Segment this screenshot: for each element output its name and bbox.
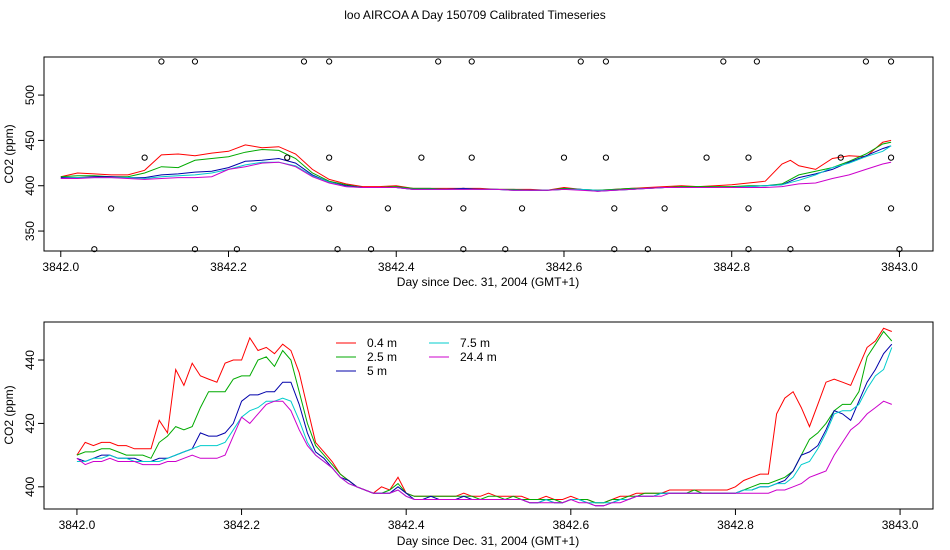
top-marker-point	[468, 154, 475, 161]
top-marker-point	[602, 154, 610, 161]
bottom-x-tick-label: 3842.0	[59, 518, 96, 532]
top-marker-point	[367, 246, 375, 253]
top-marker-point	[745, 246, 752, 253]
figure-title: loo AIRCOA A Day 150709 Calibrated Times…	[344, 8, 605, 22]
top-marker-point	[745, 205, 752, 212]
top-marker-point	[326, 205, 333, 212]
top-marker-point	[191, 58, 199, 65]
top-xlabel: Day since Dec. 31, 2004 (GMT+1)	[397, 275, 579, 289]
top-marker-point	[284, 154, 291, 161]
top-marker-point	[661, 205, 668, 212]
bottom-y-tick-label: 400	[23, 476, 37, 496]
top-x-tick-label: 3842.4	[378, 260, 415, 274]
top-marker-point	[191, 246, 199, 253]
top-marker-point	[384, 205, 391, 212]
bottom-y-tick-label: 420	[23, 413, 37, 433]
bottom-series-line-24-4-m	[76, 400, 892, 507]
bottom-panel: CO2 (ppm) Day since Dec. 31, 2004 (GMT+1…	[2, 321, 934, 548]
top-marker-point	[326, 58, 333, 65]
top-x-tick-label: 3843.0	[881, 260, 918, 274]
top-y-tick-label: 450	[23, 130, 37, 150]
bottom-plot-frame	[43, 321, 934, 510]
top-marker-point	[862, 58, 870, 65]
top-marker-point	[191, 205, 199, 212]
top-series-line-3	[60, 145, 892, 191]
legend-label: 7.5 m	[460, 336, 490, 350]
bottom-x-tick-label: 3842.2	[223, 518, 260, 532]
top-marker-point	[334, 246, 341, 253]
top-x-tick-label: 3842.8	[713, 260, 750, 274]
top-series-line-2	[60, 145, 892, 192]
top-marker-point	[896, 246, 903, 253]
top-marker-point	[107, 205, 115, 212]
top-marker-point	[418, 154, 425, 161]
top-x-tick-label: 3842.6	[546, 260, 583, 274]
top-marker-point	[326, 154, 333, 161]
top-marker-point	[300, 58, 308, 65]
top-marker-point	[611, 205, 618, 212]
top-marker-point	[887, 154, 895, 161]
top-marker-point	[644, 246, 651, 253]
top-marker-point	[460, 205, 467, 212]
top-marker-point	[460, 246, 467, 253]
top-series-line-1	[60, 141, 892, 191]
top-marker-point	[435, 58, 442, 65]
top-marker-point	[560, 154, 568, 161]
bottom-xlabel: Day since Dec. 31, 2004 (GMT+1)	[397, 534, 579, 548]
top-marker-point	[703, 154, 710, 161]
top-marker-point	[577, 58, 584, 65]
top-panel: CO2 (ppm) Day since Dec. 31, 2004 (GMT+1…	[2, 56, 934, 289]
top-y-tick-label: 350	[23, 221, 37, 241]
top-marker-point	[468, 58, 475, 65]
legend-label: 24.4 m	[460, 350, 497, 364]
bottom-series-line-5-m	[76, 343, 893, 507]
bottom-x-tick-label: 3842.6	[552, 518, 589, 532]
top-series-line-4	[60, 161, 892, 192]
bottom-series-line-2-5-m	[76, 330, 893, 504]
top-x-tick-label: 3842.2	[210, 260, 247, 274]
top-marker-point	[720, 58, 727, 65]
top-marker-point	[804, 205, 811, 212]
top-marker-point	[745, 154, 752, 161]
bottom-series-line-0-4-m	[76, 327, 892, 504]
top-y-tick-label: 400	[23, 175, 37, 195]
top-plot-frame	[43, 56, 934, 252]
top-ylabel: CO2 (ppm)	[2, 124, 16, 183]
top-marker-point	[887, 205, 895, 212]
top-series-line-0	[60, 139, 892, 191]
top-marker-point	[250, 205, 257, 212]
legend-label: 0.4 m	[367, 336, 397, 350]
bottom-series-line-7-5-m	[76, 347, 893, 504]
top-marker-point	[91, 246, 98, 253]
top-marker-point	[837, 154, 844, 161]
top-marker-point	[602, 58, 610, 65]
bottom-x-tick-label: 3842.4	[388, 518, 425, 532]
top-marker-point	[233, 246, 240, 253]
top-marker-point	[753, 58, 760, 65]
top-marker-point	[611, 246, 618, 253]
bottom-y-tick-label: 440	[23, 350, 37, 370]
top-x-tick-label: 3842.0	[42, 260, 79, 274]
top-marker-point	[502, 246, 509, 253]
bottom-x-tick-label: 3843.0	[882, 518, 919, 532]
legend-label: 2.5 m	[367, 350, 397, 364]
legend-label: 5 m	[367, 364, 387, 378]
legend: 0.4 m2.5 m5 m 7.5 m24.4 m	[336, 336, 497, 378]
bottom-ylabel: CO2 (ppm)	[2, 385, 16, 444]
top-marker-point	[887, 58, 895, 65]
top-marker-point	[141, 154, 148, 161]
top-marker-point	[518, 205, 526, 212]
bottom-x-tick-label: 3842.8	[717, 518, 754, 532]
top-y-tick-label: 500	[23, 85, 37, 105]
top-marker-point	[158, 58, 165, 65]
top-marker-point	[787, 246, 794, 253]
